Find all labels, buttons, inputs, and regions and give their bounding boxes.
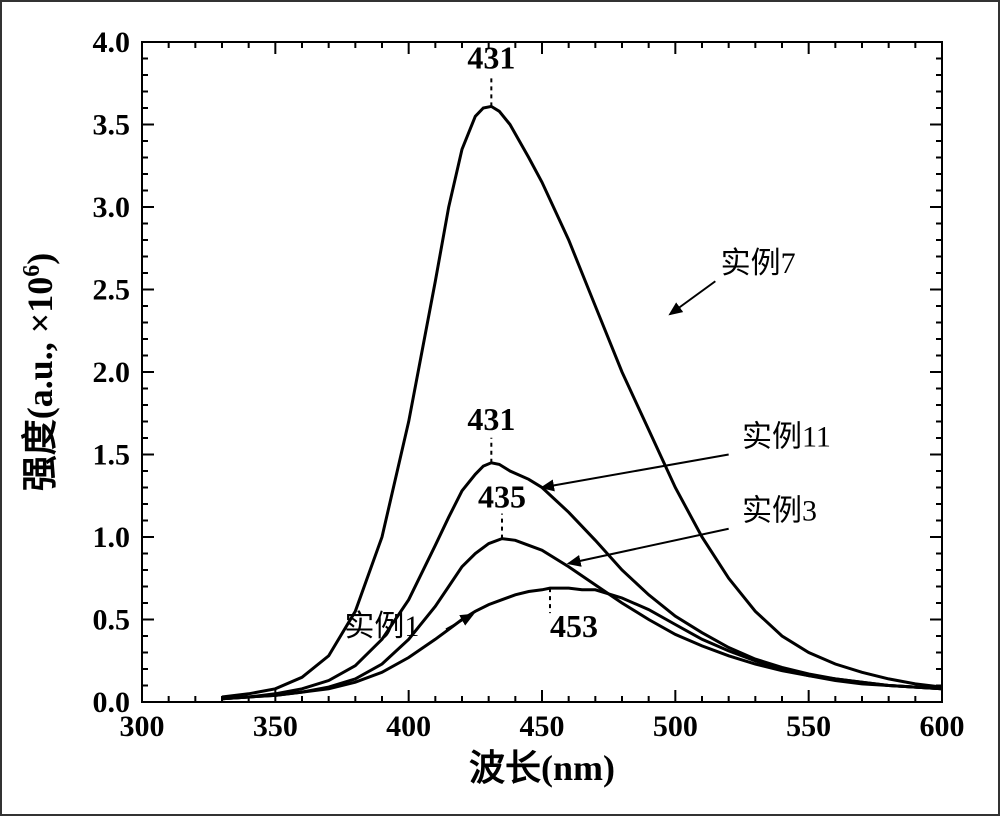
- x-tick-label: 550: [786, 710, 831, 743]
- y-tick-label: 4.0: [93, 26, 131, 59]
- x-tick-label: 400: [386, 710, 431, 743]
- peak-label: 435: [478, 479, 526, 515]
- y-tick-label: 2.0: [93, 356, 131, 389]
- x-tick-label: 350: [253, 710, 298, 743]
- chart-container: { "chart": { "type": "line", "background…: [0, 0, 1000, 816]
- y-tick-label: 0.5: [93, 604, 131, 637]
- y-axis-label: 强度(a.u., ×106): [19, 253, 60, 492]
- y-tick-label: 3.0: [93, 191, 131, 224]
- x-tick-label: 500: [653, 710, 698, 743]
- x-tick-label: 600: [920, 710, 965, 743]
- y-tick-label: 0.0: [93, 686, 131, 719]
- series-annotation: 实例11: [742, 420, 831, 453]
- peak-label: 453: [550, 608, 598, 644]
- x-tick-label: 450: [520, 710, 565, 743]
- y-tick-label: 1.5: [93, 439, 131, 472]
- series-annotation: 实例3: [742, 495, 817, 528]
- y-tick-label: 1.0: [93, 521, 131, 554]
- line-chart: 300350400450500550600波长(nm)0.00.51.01.52…: [2, 2, 1000, 818]
- peak-label: 431: [467, 39, 515, 75]
- x-axis-label: 波长(nm): [469, 748, 615, 788]
- series-annotation: 实例7: [721, 247, 796, 280]
- y-tick-label: 2.5: [93, 274, 131, 307]
- peak-label: 431: [467, 401, 515, 437]
- series-annotation: 实例1: [344, 610, 419, 643]
- y-tick-label: 3.5: [93, 109, 131, 142]
